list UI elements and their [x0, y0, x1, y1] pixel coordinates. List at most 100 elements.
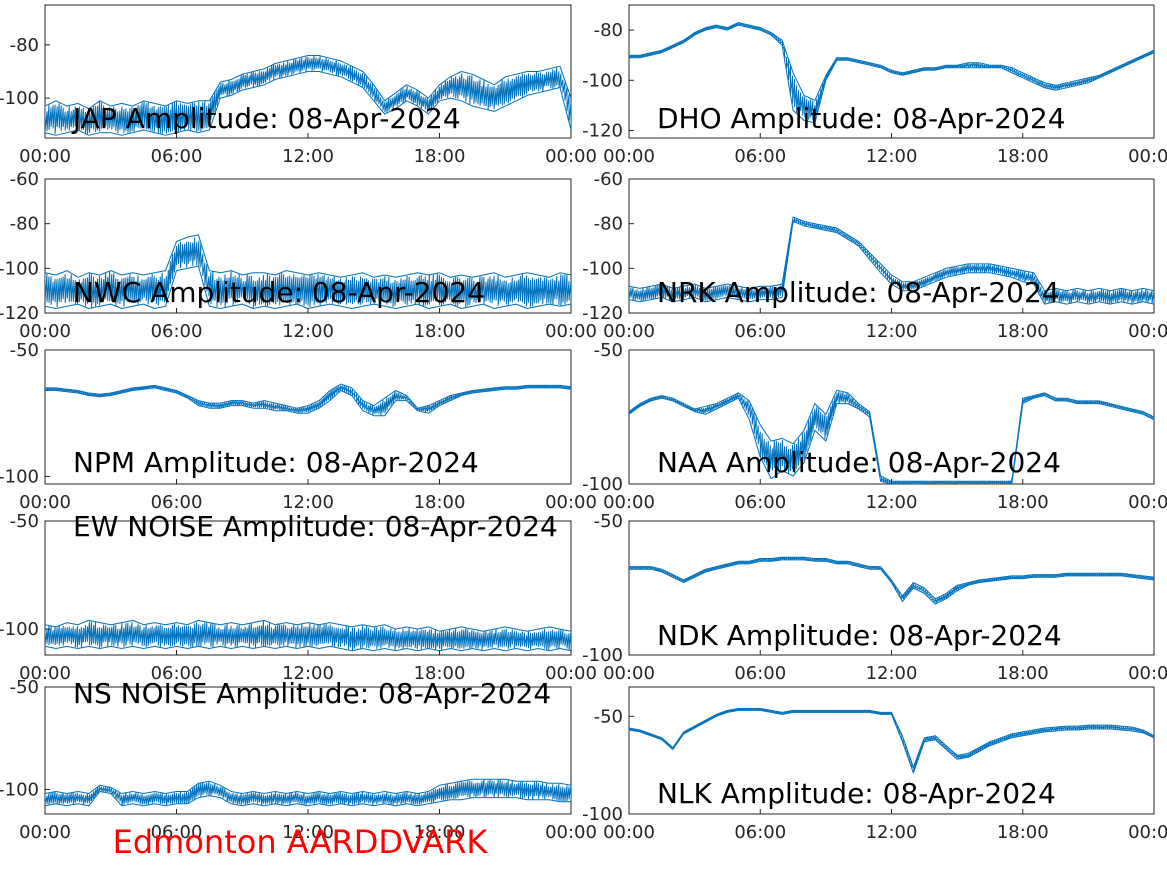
- x-tick-label: 00:00: [1128, 822, 1167, 843]
- series-line: [45, 620, 571, 651]
- y-tick-label: -80: [594, 214, 623, 235]
- series-line: [45, 55, 571, 135]
- y-tick-label: -80: [10, 35, 39, 56]
- y-tick-label: -50: [10, 511, 39, 532]
- y-tick-label: -120: [582, 303, 623, 324]
- y-tick-label: -50: [594, 340, 623, 361]
- panel-title: NDK Amplitude: 08-Apr-2024: [657, 619, 1062, 652]
- panel-ns-noise: -50 -100 00:00 06:00 12:00 18:00 00:00 NS NOISE…: [0, 677, 597, 843]
- y-tick-label: -60: [10, 169, 39, 190]
- series-envelope-upper: [629, 556, 1154, 600]
- x-tick-label: 00:00: [603, 492, 655, 513]
- x-tick-label: 06:00: [151, 146, 203, 167]
- y-tick-label: -100: [582, 645, 623, 666]
- x-tick-label: 18:00: [997, 822, 1049, 843]
- series-envelope-lower: [629, 395, 1154, 484]
- plot-frame: [628, 349, 1155, 485]
- series-envelope-lower: [45, 791, 571, 807]
- y-tick-label: -100: [0, 619, 39, 640]
- series-envelope-upper: [629, 708, 1154, 768]
- panel-title: JAP Amplitude: 08-Apr-2024: [71, 102, 461, 135]
- x-tick-label: 00:00: [1128, 663, 1167, 684]
- x-tick-label: 00:00: [19, 146, 71, 167]
- plot-frame: [628, 686, 1155, 815]
- x-tick-label: 00:00: [603, 822, 655, 843]
- y-tick-label: -80: [594, 20, 623, 41]
- y-tick-label: -120: [0, 303, 39, 324]
- x-tick-label: 12:00: [866, 663, 918, 684]
- x-tick-label: 00:00: [545, 146, 597, 167]
- series-envelope-lower: [629, 24, 1154, 124]
- x-tick-label: 18:00: [414, 492, 466, 513]
- x-tick-label: 12:00: [866, 321, 918, 342]
- series-envelope-upper: [629, 216, 1154, 292]
- x-tick-label: 06:00: [734, 146, 786, 167]
- x-tick-label: 12:00: [866, 492, 918, 513]
- x-tick-label: 00:00: [19, 492, 71, 513]
- x-tick-label: 00:00: [545, 492, 597, 513]
- panel-nrk: -60-80-100-12000:0006:0012:0018:0000:00N…: [582, 169, 1167, 342]
- series-envelope-upper: [45, 234, 571, 278]
- x-tick-label: 06:00: [734, 663, 786, 684]
- y-tick-label: -50: [594, 706, 623, 727]
- series-envelope-lower: [45, 645, 571, 652]
- panel-ew-noise: -50 -100 00:00 06:00 12:00 18:00 00:00 EW NOISE…: [0, 510, 597, 684]
- y-tick-label: -80: [10, 214, 39, 235]
- series-envelope-lower: [629, 220, 1154, 305]
- x-tick-label: 06:00: [151, 321, 203, 342]
- x-tick-label: 00:00: [19, 822, 71, 843]
- x-tick-label: 06:00: [151, 492, 203, 513]
- panel-title: EW NOISE Amplitude: 08-Apr-2024: [73, 510, 558, 543]
- station-label: Edmonton AARDDVARK: [113, 823, 489, 861]
- y-tick-label: -120: [582, 120, 623, 141]
- x-tick-label: 18:00: [997, 146, 1049, 167]
- x-tick-label: 18:00: [414, 321, 466, 342]
- x-tick-label: 12:00: [282, 663, 334, 684]
- y-tick-label: -100: [0, 779, 39, 800]
- series-envelope-upper: [45, 383, 571, 409]
- x-tick-label: 00:00: [603, 321, 655, 342]
- series-line: [629, 22, 1154, 122]
- series-envelope-lower: [629, 709, 1154, 774]
- y-tick-label: -100: [582, 804, 623, 825]
- series-envelope-lower: [629, 559, 1154, 605]
- series-line: [629, 217, 1154, 305]
- x-tick-label: 06:00: [151, 822, 203, 843]
- y-tick-label: -100: [0, 88, 39, 109]
- panel-dho: -80-100-12000:0006:0012:0018:0000:00DHO …: [582, 4, 1167, 167]
- series-line: [45, 237, 571, 309]
- x-tick-label: 06:00: [734, 492, 786, 513]
- x-tick-label: 00:00: [1128, 146, 1167, 167]
- x-tick-label: 12:00: [282, 321, 334, 342]
- x-tick-label: 12:00: [282, 822, 334, 843]
- x-tick-label: 18:00: [997, 321, 1049, 342]
- x-tick-label: 06:00: [734, 321, 786, 342]
- y-tick-label: -100: [0, 466, 39, 487]
- x-tick-label: 00:00: [1128, 321, 1167, 342]
- series-line: [45, 384, 571, 416]
- series-envelope-upper: [45, 619, 571, 632]
- y-tick-label: -100: [582, 70, 623, 91]
- panel-title: NLK Amplitude: 08-Apr-2024: [657, 777, 1056, 810]
- x-tick-label: 00:00: [545, 822, 597, 843]
- x-tick-label: 12:00: [282, 492, 334, 513]
- panel-title: NRK Amplitude: 08-Apr-2024: [657, 276, 1060, 309]
- x-tick-label: 12:00: [282, 146, 334, 167]
- series-line: [45, 779, 571, 806]
- x-tick-label: 00:00: [19, 663, 71, 684]
- y-tick-label: -60: [594, 169, 623, 190]
- y-tick-label: -50: [10, 340, 39, 361]
- series-envelope-upper: [629, 22, 1154, 101]
- x-tick-label: 00:00: [603, 146, 655, 167]
- x-tick-label: 18:00: [997, 663, 1049, 684]
- series-envelope-lower: [45, 71, 571, 136]
- x-tick-label: 18:00: [414, 663, 466, 684]
- y-tick-label: -100: [582, 474, 623, 495]
- x-tick-label: 18:00: [997, 492, 1049, 513]
